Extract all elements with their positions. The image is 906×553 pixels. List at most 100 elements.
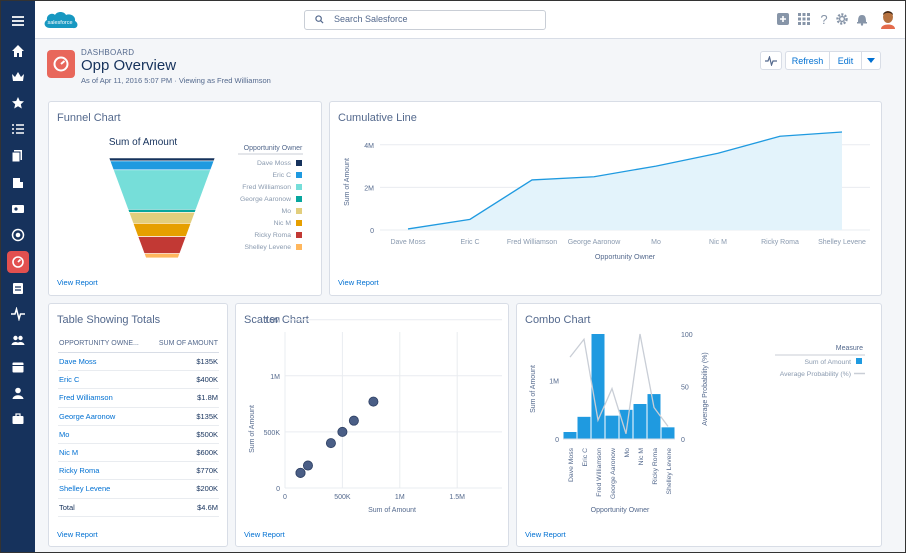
- amount-cell: $1.8M: [150, 388, 219, 408]
- sidebar-item-reports[interactable]: [1, 276, 35, 300]
- owner-link[interactable]: Ricky Roma: [58, 461, 151, 481]
- view-report-link[interactable]: View Report: [57, 278, 98, 287]
- add-icon[interactable]: [776, 12, 790, 26]
- legend-title: Measure: [836, 345, 863, 352]
- x-tick-label: 0: [283, 494, 287, 501]
- total-label: Total: [58, 498, 151, 517]
- x-tick-label: 1M: [395, 494, 405, 501]
- edit-button[interactable]: Edit: [829, 51, 862, 70]
- table-totals-card: Table Showing Totals OPPORTUNITY OWNE...…: [48, 303, 228, 547]
- sidebar-item-home[interactable]: [1, 39, 35, 63]
- refresh-button[interactable]: Refresh: [785, 51, 830, 70]
- legend-swatch: [296, 172, 302, 178]
- legend-swatch: [296, 244, 302, 250]
- setup-gear-icon[interactable]: [835, 12, 849, 26]
- sidebar-item-menu[interactable]: [1, 9, 35, 33]
- home-icon: [12, 45, 24, 57]
- help-icon[interactable]: ?: [817, 12, 831, 26]
- view-report-link[interactable]: View Report: [338, 278, 379, 287]
- amount-cell: $600K: [150, 443, 219, 463]
- table-row: Mo $500K: [58, 425, 219, 444]
- y-tick-label: 1M: [270, 374, 280, 381]
- funnel-chart-title: Sum of Amount: [109, 137, 178, 148]
- activity-icon: [11, 307, 25, 321]
- sidebar-item-calendar[interactable]: [1, 355, 35, 379]
- legend-label: Shelley Levene: [245, 244, 292, 251]
- y2-tick-label: 0: [681, 437, 685, 444]
- sidebar-item-groups[interactable]: [1, 328, 35, 352]
- y-tick-label: 0: [276, 486, 280, 493]
- scatter-point: [337, 426, 348, 437]
- sidebar-item-tasks[interactable]: [1, 117, 35, 141]
- x-tick-label: Fred Williamson: [596, 448, 603, 497]
- cumulative-line-card: Cumulative Line 0 2M 4M Dave Moss Eric C Fred…: [329, 101, 882, 296]
- column-header-amount[interactable]: SUM OF AMOUNT: [150, 335, 219, 353]
- svg-text:salesforce: salesforce: [47, 20, 72, 26]
- owner-link[interactable]: Eric C: [58, 370, 151, 390]
- funnel-chart-card: Funnel Chart Sum of Amount Opportunity O…: [48, 101, 322, 296]
- owner-link[interactable]: Dave Moss: [58, 352, 151, 372]
- combo-bar: [563, 432, 577, 439]
- sidebar-item-cases[interactable]: [1, 407, 35, 431]
- x-tick-label: Mo: [651, 239, 661, 246]
- sidebar-item-activity[interactable]: [1, 302, 35, 326]
- sidebar-item-contacts[interactable]: [1, 197, 35, 221]
- owner-link[interactable]: Fred Williamson: [58, 388, 151, 408]
- column-header-owner[interactable]: OPPORTUNITY OWNE...: [58, 335, 151, 353]
- activity-button[interactable]: [760, 51, 782, 70]
- contacts-icon: [12, 205, 24, 213]
- salesforce-logo[interactable]: salesforce: [41, 7, 81, 33]
- funnel-segment: [127, 209, 197, 213]
- sidebar-item-leads[interactable]: [1, 65, 35, 89]
- card-title: Scatter Chart: [244, 314, 309, 326]
- legend-label: Fred Williamson: [242, 184, 291, 191]
- combo-bar: [661, 427, 675, 439]
- x-tick-label: Eric C: [582, 448, 589, 467]
- x-tick-label: Mo: [624, 448, 631, 458]
- x-tick-label: George Aaronow: [568, 239, 621, 246]
- opportunities-icon: [11, 228, 25, 242]
- combo-bar: [619, 409, 633, 439]
- more-actions-button[interactable]: [861, 51, 881, 70]
- owner-link[interactable]: Shelley Levene: [58, 479, 151, 499]
- y-tick-label: 2M: [364, 185, 374, 192]
- accounts-icon: [13, 178, 23, 188]
- sidebar-item-files[interactable]: [1, 144, 35, 168]
- table-row: Shelley Levene $200K: [58, 479, 219, 499]
- notifications-bell-icon[interactable]: [855, 12, 869, 26]
- avatar[interactable]: [879, 9, 897, 29]
- sidebar-item-opportunities[interactable]: [1, 223, 35, 247]
- combo-bar: [591, 334, 605, 439]
- view-report-link[interactable]: View Report: [57, 530, 98, 539]
- global-search-input[interactable]: Search Salesforce: [304, 10, 546, 30]
- sidebar-item-favorites[interactable]: [1, 91, 35, 115]
- table-row: Fred Williamson $1.8M: [58, 388, 219, 408]
- sidebar-item-people[interactable]: [1, 381, 35, 405]
- scatter-point: [302, 460, 313, 471]
- legend-swatch: [296, 208, 302, 214]
- y-axis-label: Sum of Amount: [249, 405, 256, 453]
- card-title: Combo Chart: [525, 314, 591, 326]
- legend-label: Sum of Amount: [805, 359, 852, 366]
- y-axis-label: Sum of Amount: [530, 365, 537, 413]
- view-report-link[interactable]: View Report: [244, 530, 285, 539]
- combo-chart: 0 1M 0 50 100 Dave Moss Eric C Fred Williamson G…: [530, 332, 865, 514]
- amount-cell: $770K: [150, 461, 219, 481]
- table-row: Ricky Roma $770K: [58, 461, 219, 481]
- amount-cell: $400K: [150, 370, 219, 390]
- app-launcher-icon[interactable]: [797, 12, 811, 26]
- x-tick-label: Ricky Roma: [652, 448, 659, 485]
- search-icon: [315, 15, 324, 24]
- tasks-icon: [12, 124, 24, 134]
- view-report-link[interactable]: View Report: [525, 530, 566, 539]
- table-row: Nic M $600K: [58, 443, 219, 463]
- legend-label: George Aaronow: [240, 196, 291, 203]
- sidebar-item-accounts[interactable]: [1, 171, 35, 195]
- sidebar-item-dashboards[interactable]: [1, 250, 35, 274]
- owner-link[interactable]: George Aaronow: [58, 407, 151, 426]
- owner-link[interactable]: Mo: [58, 425, 151, 444]
- x-tick-label: Dave Moss: [390, 239, 426, 246]
- menu-icon: [12, 16, 24, 26]
- legend-label: Dave Moss: [257, 160, 292, 167]
- owner-link[interactable]: Nic M: [58, 443, 151, 463]
